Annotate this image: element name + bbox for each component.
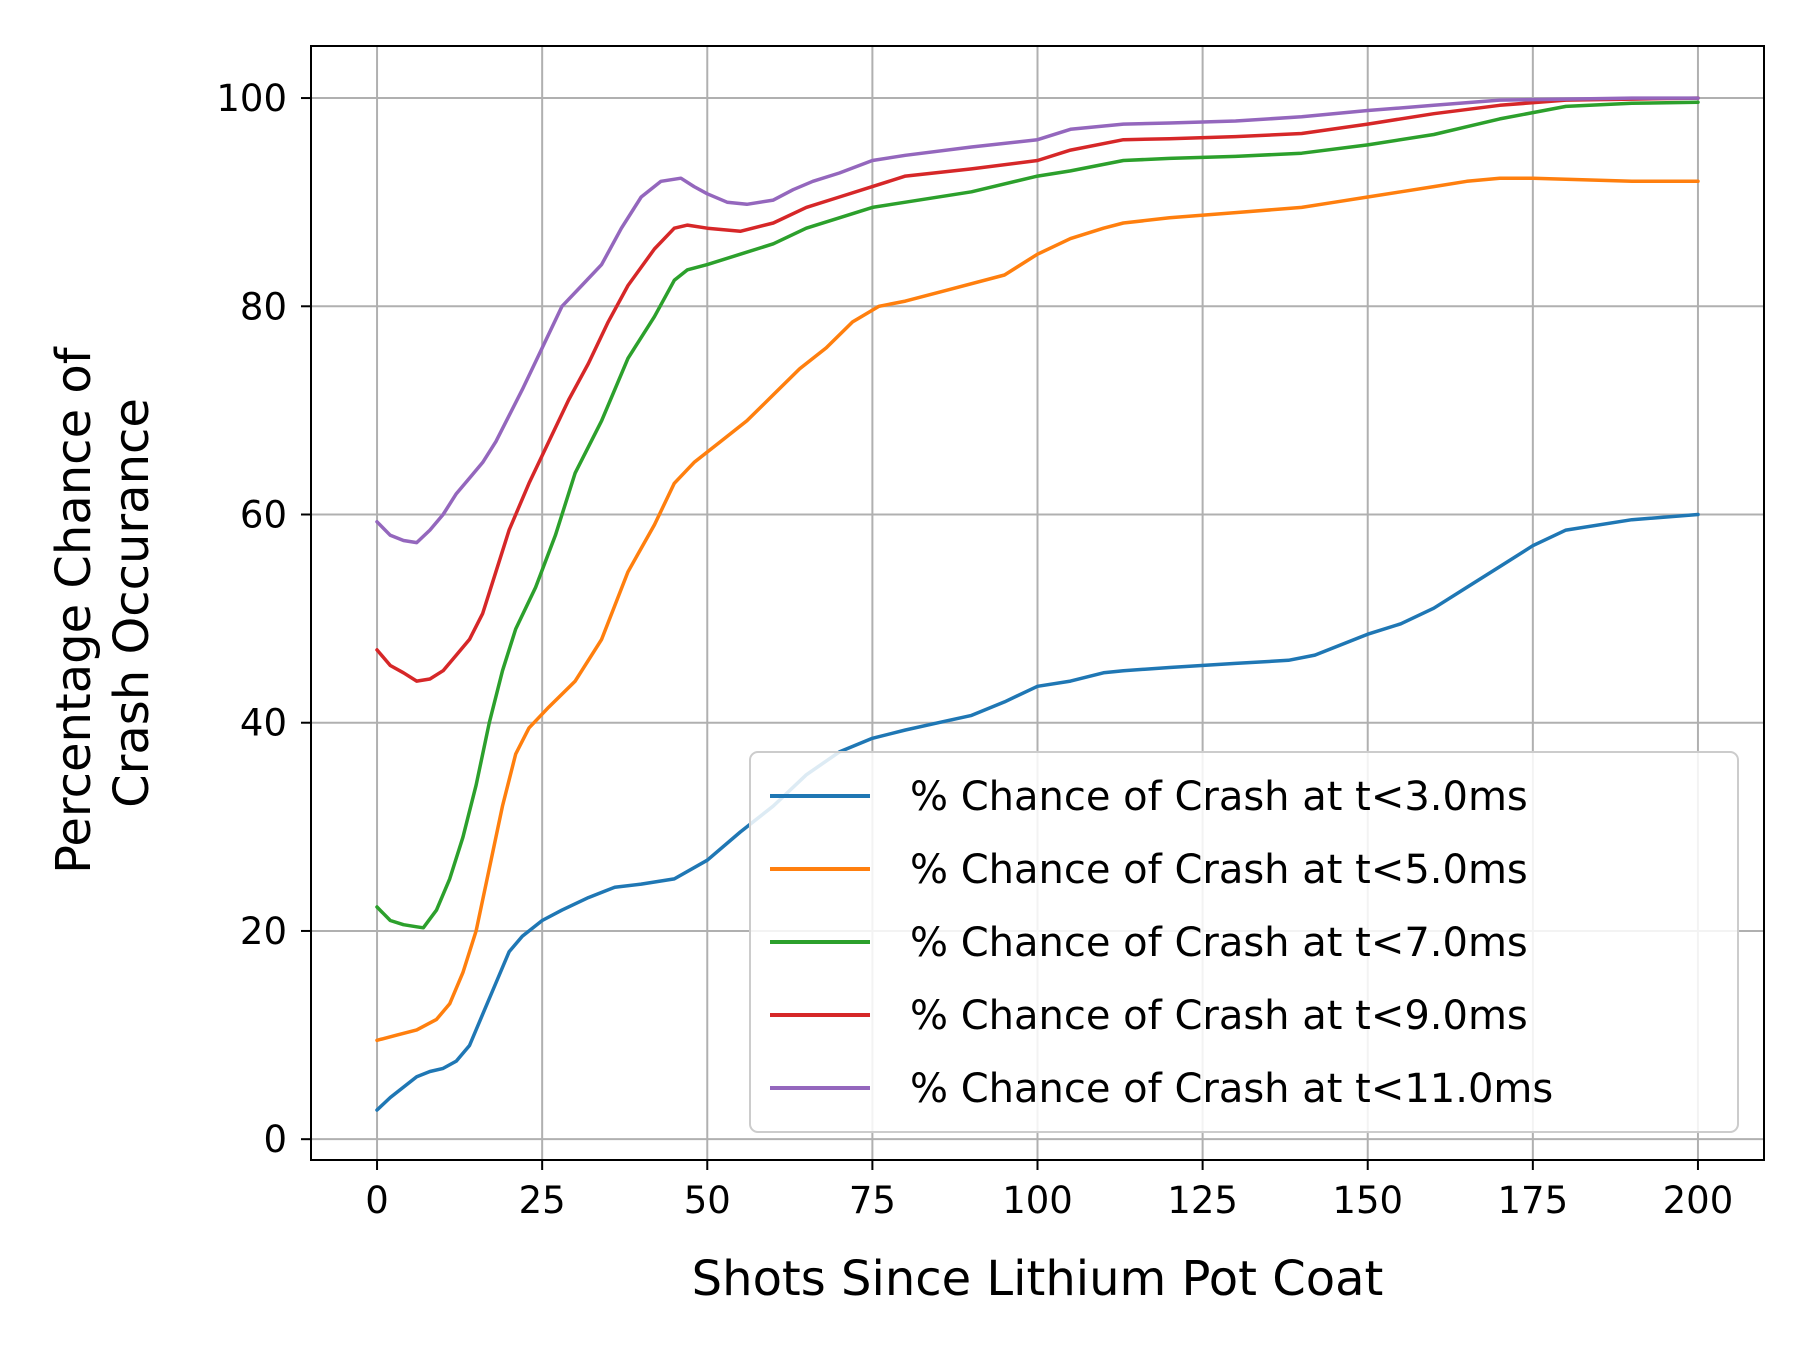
legend-box	[749, 751, 1739, 1133]
grid-layer	[311, 46, 1764, 1160]
legend-label-4: % Chance of Crash at t<9.0ms	[910, 993, 1528, 1039]
x-tick-label: 0	[365, 1179, 389, 1222]
legend-label-2: % Chance of Crash at t<5.0ms	[910, 847, 1528, 893]
legend-label-3: % Chance of Crash at t<7.0ms	[910, 920, 1528, 966]
x-tick-label: 200	[1663, 1179, 1734, 1222]
x-tick-label: 175	[1498, 1179, 1569, 1222]
tick-layer: 0 25 50 75 100 125 150 175 200 0 20 40 60 80 100	[216, 77, 1733, 1222]
y-axis-label: Percentage Chance of Crash Occurance	[46, 332, 160, 874]
y-tick-label: 0	[263, 1118, 287, 1161]
series-line-5	[375, 96, 1700, 545]
x-tick-label: 100	[1002, 1179, 1073, 1222]
series-line-3	[375, 100, 1700, 930]
y-tick-label: 60	[240, 494, 287, 537]
y-tick-label: 80	[240, 285, 287, 328]
x-axis-label: Shots Since Lithium Pot Coat	[692, 1251, 1384, 1307]
legend-label-5: % Chance of Crash at t<11.0ms	[910, 1066, 1553, 1112]
y-tick-label: 20	[240, 910, 287, 953]
y-tick-label: 100	[216, 77, 287, 120]
y-axis-label-line-2: Crash Occurance	[104, 398, 160, 808]
series-line-4	[375, 96, 1700, 683]
x-tick-label: 50	[684, 1179, 731, 1222]
y-axis-label-line-1: Percentage Chance of	[46, 346, 102, 874]
x-tick-label: 75	[849, 1179, 896, 1222]
x-tick-label: 125	[1167, 1179, 1238, 1222]
legend: % Chance of Crash at t<3.0ms % Chance of …	[749, 751, 1739, 1133]
legend-label-1: % Chance of Crash at t<3.0ms	[910, 774, 1528, 820]
x-tick-label: 150	[1332, 1179, 1403, 1222]
series-line-2	[375, 176, 1700, 1043]
x-tick-label: 25	[519, 1179, 566, 1222]
y-tick-label: 40	[240, 702, 287, 745]
